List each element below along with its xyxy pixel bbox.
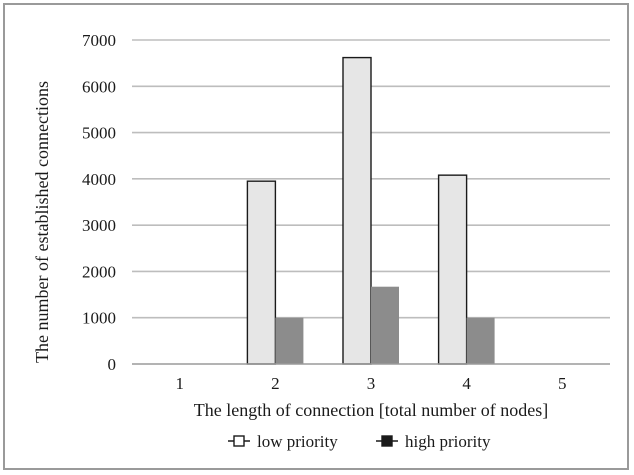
- legend: low priority high priority: [228, 432, 491, 451]
- bar-low-priority-4: [437, 174, 468, 365]
- y-tick-label: 1000: [82, 309, 116, 328]
- y-tick-label: 5000: [82, 124, 116, 143]
- x-axis-title: The length of connection [total number o…: [194, 400, 548, 420]
- x-tick-label: 2: [271, 374, 280, 393]
- legend-label: high priority: [405, 432, 491, 451]
- y-tick-label: 6000: [82, 77, 116, 96]
- bar-high-priority-3: [371, 286, 399, 364]
- x-tick-label: 1: [176, 374, 185, 393]
- y-tick-label: 3000: [82, 216, 116, 235]
- y-tick-label: 4000: [82, 170, 116, 189]
- y-tick-label: 7000: [82, 31, 116, 50]
- chart-frame: [3, 3, 629, 470]
- y-tick-label: 2000: [82, 262, 116, 281]
- y-tick-labels: 0 1000 2000 3000 4000 5000 6000 7000: [82, 31, 116, 374]
- x-tick-label: 4: [462, 374, 471, 393]
- y-axis-title: The number of established connections: [32, 81, 52, 363]
- bars: [246, 56, 495, 365]
- bar-high-priority-2: [275, 317, 304, 364]
- x-tick-label: 5: [558, 374, 567, 393]
- legend-marker-high-priority: [381, 435, 393, 447]
- bar-low-priority-3: [342, 56, 372, 365]
- bar-high-priority-4: [466, 317, 495, 364]
- x-tick-labels: 1 2 3 4 5: [176, 374, 567, 393]
- legend-label: low priority: [257, 432, 338, 451]
- x-tick-label: 3: [367, 374, 376, 393]
- y-tick-label: 0: [108, 355, 117, 374]
- bar-low-priority-2: [246, 180, 277, 365]
- legend-marker-low-priority: [233, 435, 245, 447]
